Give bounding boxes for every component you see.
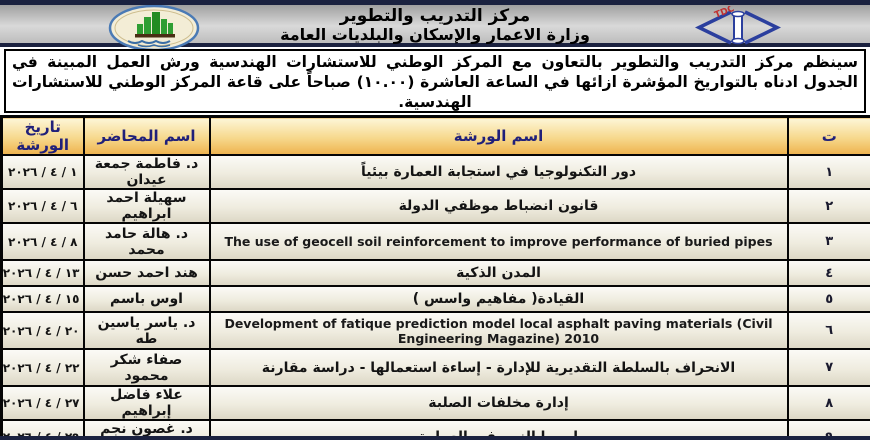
- lecturer-name: د. فاطمة جمعة عيدان: [82, 154, 211, 190]
- row-number: ٦: [786, 311, 870, 350]
- logo-book: [733, 13, 743, 42]
- logo-ground: [135, 34, 175, 38]
- table-row: ١ دور التكنولوجيا في استجابة العمارة بيئ…: [0, 154, 870, 190]
- table-row: ٥ القيادة( مفاهيم واسس ) اوس باسم ١٥ / ٤…: [0, 285, 870, 313]
- lecturer-name: سهيلة احمد ابراهيم: [82, 188, 211, 224]
- tdc-logo-text: TDC: [713, 6, 736, 21]
- logo-waves: [127, 39, 171, 44]
- workshop-name: الانحراف بالسلطة التقديرية للإدارة - إسا…: [208, 348, 789, 387]
- workshop-name: قانون انضباط موظفي الدولة: [208, 188, 789, 224]
- column-header-workshop: اسم الورشة: [208, 115, 789, 156]
- intro-paragraph-text: سينظم مركز التدريب والتطوير بالتعاون مع …: [12, 53, 858, 111]
- workshop-schedule-table: ت اسم الورشة اسم المحاضر تاريخ الورشة ١ …: [0, 115, 870, 440]
- workshop-name: دور التكنولوجيا في استجابة العمارة بيئيا…: [208, 154, 789, 190]
- workshop-date: ١ / ٤ / ٢٠٢٦: [0, 154, 85, 190]
- table-row: ٩ ابوريا النص في العمارة د. غصون نجم عبد…: [0, 419, 870, 440]
- workshop-date: ٢٢ / ٤ / ٢٠٢٦: [0, 348, 85, 387]
- table-row: ٦ Development of fatique prediction mode…: [0, 311, 870, 350]
- table-row: ٣ The use of geocell soil reinforcement …: [0, 222, 870, 261]
- row-number: ١: [786, 154, 870, 190]
- workshop-date: ٦ / ٤ / ٢٠٢٦: [0, 188, 85, 224]
- column-header-date: تاريخ الورشة: [0, 115, 85, 156]
- header-titles: مركز التدريب والتطوير وزارة الاعمار والإ…: [280, 7, 590, 44]
- row-number: ٥: [786, 285, 870, 313]
- workshop-name: المدن الذكية: [208, 259, 789, 287]
- table-row: ٧ الانحراف بالسلطة التقديرية للإدارة - إ…: [0, 348, 870, 387]
- page-title: مركز التدريب والتطوير: [339, 6, 531, 26]
- row-number: ٩: [786, 419, 870, 440]
- workshop-name: ابوريا النص في العمارة: [208, 419, 789, 440]
- lecturer-name: د. هالة حامد محمد: [82, 222, 211, 261]
- lecturer-name: د. غصون نجم عبد الزهرة: [82, 419, 211, 440]
- row-number: ٢: [786, 188, 870, 224]
- lecturer-name: صفاء شكر محمود: [82, 348, 211, 387]
- lecturer-name: هند احمد حسن: [82, 259, 211, 287]
- row-number: ٧: [786, 348, 870, 387]
- workshop-date: ٨ / ٤ / ٢٠٢٦: [0, 222, 85, 261]
- table-row: ٤ المدن الذكية هند احمد حسن ١٣ / ٤ / ٢٠٢…: [0, 259, 870, 287]
- table-row: ٨ إدارة مخلفات الصلبة علاء فاضل إبراهيم …: [0, 385, 870, 421]
- lecturer-name: علاء فاضل إبراهيم: [82, 385, 211, 421]
- column-header-lecturer: اسم المحاضر: [82, 115, 211, 156]
- column-header-number: ت: [786, 115, 870, 156]
- row-number: ٣: [786, 222, 870, 261]
- workshop-date: ٢٧ / ٤ / ٢٠٢٦: [0, 385, 85, 421]
- workshop-name: إدارة مخلفات الصلبة: [208, 385, 789, 421]
- workshop-name: القيادة( مفاهيم واسس ): [208, 285, 789, 313]
- tdc-logo: TDC: [694, 6, 782, 45]
- lecturer-name: اوس باسم: [82, 285, 211, 313]
- intro-paragraph-box: سينظم مركز التدريب والتطوير بالتعاون مع …: [4, 49, 866, 113]
- workshop-date: ١٥ / ٤ / ٢٠٢٦: [0, 285, 85, 313]
- row-number: ٨: [786, 385, 870, 421]
- ministry-logo: [108, 5, 200, 51]
- workshop-name: The use of geocell soil reinforcement to…: [208, 222, 789, 261]
- row-number: ٤: [786, 259, 870, 287]
- lecturer-name: د. ياسر ياسين طه: [82, 311, 211, 350]
- header-band: مركز التدريب والتطوير وزارة الاعمار والإ…: [0, 0, 870, 51]
- workshop-name: Development of fatique prediction model …: [208, 311, 789, 350]
- workshop-date: ٢٠ / ٤ / ٢٠٢٦: [0, 311, 85, 350]
- table-header-row: ت اسم الورشة اسم المحاضر تاريخ الورشة: [0, 115, 870, 156]
- table-row: ٢ قانون انضباط موظفي الدولة سهيلة احمد ا…: [0, 188, 870, 224]
- workshop-date: ٢٩ / ٤ / ٢٠٢٦: [0, 419, 85, 440]
- ministry-title: وزارة الاعمار والإسكان والبلديات العامة: [280, 25, 590, 44]
- workshop-date: ١٣ / ٤ / ٢٠٢٦: [0, 259, 85, 287]
- bottom-border-bar: [0, 436, 870, 440]
